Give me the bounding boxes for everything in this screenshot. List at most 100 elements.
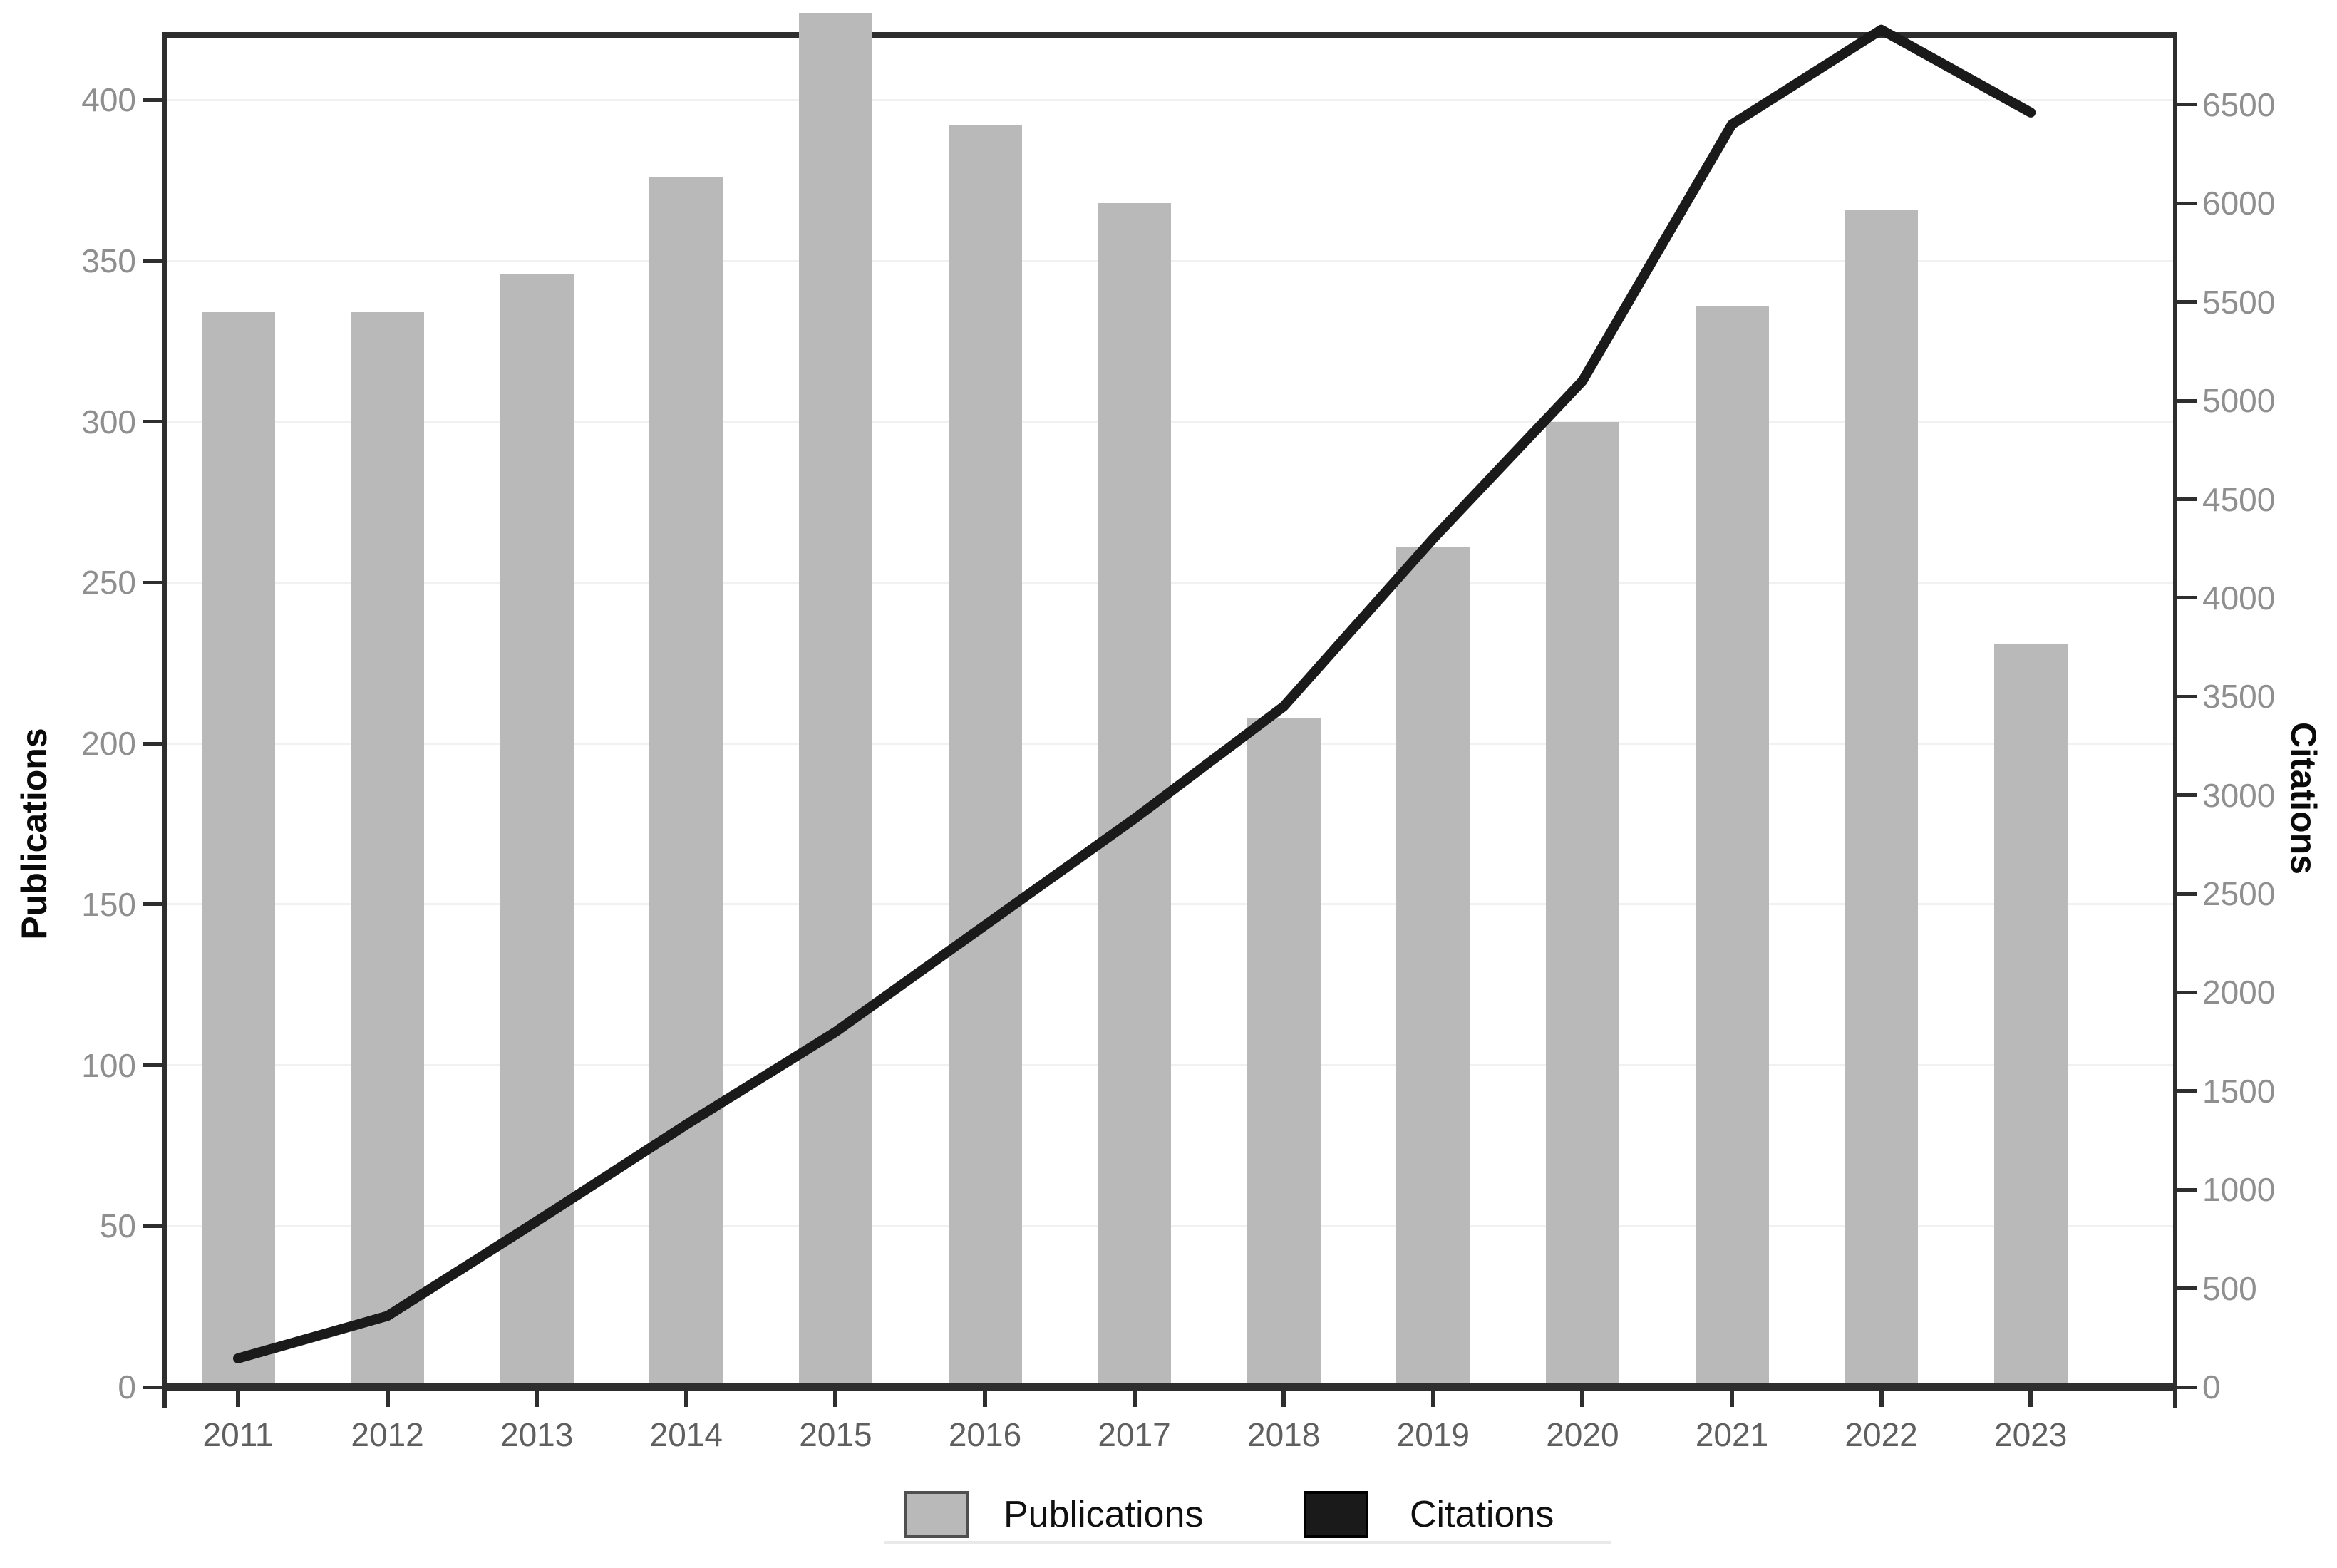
right-axis-tick — [2175, 497, 2197, 501]
x-axis-tick-label: 2017 — [1098, 1416, 1171, 1453]
right-axis-tick — [2175, 398, 2197, 403]
citations-swatch-icon — [1304, 1491, 1368, 1538]
right-axis-tick — [2175, 1385, 2197, 1389]
legend-divider — [884, 1541, 1611, 1544]
right-axis-tick — [2175, 201, 2197, 205]
left-axis-tick — [143, 259, 165, 263]
right-axis-tick-label: 4000 — [2202, 579, 2276, 617]
bar-2015 — [798, 13, 872, 1387]
x-axis-tick — [2028, 1387, 2033, 1407]
left-axis-tick-label: 100 — [81, 1046, 136, 1084]
right-axis-tick-label: 0 — [2202, 1368, 2221, 1405]
left-axis-tick — [143, 420, 165, 424]
left-axis-tick — [143, 1224, 165, 1228]
left-axis-line — [162, 32, 167, 1391]
x-axis-end-tick — [2173, 1387, 2177, 1408]
right-axis-tick — [2175, 892, 2197, 896]
right-axis-line — [2173, 32, 2177, 1391]
x-axis-tick — [1730, 1387, 1734, 1407]
right-axis-tick-label: 5000 — [2202, 382, 2276, 420]
x-axis-tick — [535, 1387, 540, 1407]
right-axis-tick-label: 1500 — [2202, 1072, 2276, 1110]
left-axis-tick-label: 250 — [81, 564, 136, 602]
left-axis-tick-label: 350 — [81, 242, 136, 279]
x-axis-tick-label: 2012 — [351, 1416, 424, 1453]
x-axis-end-tick — [162, 1387, 167, 1408]
x-axis-tick — [1430, 1387, 1435, 1407]
bar-2011 — [201, 312, 275, 1387]
left-axis-tick-label: 200 — [81, 725, 136, 763]
x-axis-tick — [983, 1387, 987, 1407]
bar-2014 — [649, 177, 723, 1387]
left-axis-tick-label: 400 — [81, 81, 136, 119]
x-axis-tick — [1580, 1387, 1585, 1407]
right-axis-tick-label: 6500 — [2202, 86, 2276, 123]
bar-2019 — [1396, 547, 1470, 1387]
right-axis-tick — [2175, 694, 2197, 698]
publications-swatch-icon — [904, 1491, 969, 1538]
left-axis-tick — [143, 580, 165, 584]
bar-2016 — [948, 125, 1022, 1387]
bar-2020 — [1545, 421, 1619, 1387]
right-axis-tick — [2175, 1286, 2197, 1291]
x-axis-tick — [683, 1387, 688, 1407]
x-axis-tick-label: 2013 — [500, 1416, 574, 1453]
x-axis-tick-label: 2021 — [1695, 1416, 1769, 1453]
left-axis-tick — [143, 1063, 165, 1068]
right-axis-tick-label: 5500 — [2202, 283, 2276, 321]
right-axis-tick-label: 4500 — [2202, 480, 2276, 518]
left-axis-tick — [143, 741, 165, 746]
right-axis-title: Citations — [2284, 722, 2323, 875]
x-axis-tick-label: 2022 — [1845, 1416, 1918, 1453]
left-axis-tick — [143, 902, 165, 907]
x-axis-tick-label: 2015 — [799, 1416, 872, 1453]
gridline — [165, 98, 2175, 101]
x-axis-tick-label: 2019 — [1396, 1416, 1470, 1453]
bar-2022 — [1845, 209, 1919, 1387]
right-axis-tick-label: 3500 — [2202, 678, 2276, 716]
plot-top-frame — [162, 32, 2177, 38]
right-axis-tick-label: 3000 — [2202, 776, 2276, 814]
left-axis-tick-label: 150 — [81, 885, 136, 923]
x-axis-tick-label: 2020 — [1546, 1416, 1619, 1453]
left-axis-tick — [143, 98, 165, 102]
left-axis-tick-label: 300 — [81, 403, 136, 440]
right-axis-tick — [2175, 300, 2197, 304]
right-axis-tick — [2175, 596, 2197, 600]
right-axis-tick — [2175, 990, 2197, 994]
x-axis-tick — [1281, 1387, 1286, 1407]
x-axis-tick-label: 2016 — [948, 1416, 1022, 1453]
x-axis-tick — [385, 1387, 390, 1407]
legend-label-publications: Publications — [1004, 1494, 1204, 1535]
x-axis-tick-label: 2014 — [649, 1416, 723, 1453]
x-axis-tick-label: 2018 — [1247, 1416, 1321, 1453]
citations-line — [233, 24, 2036, 1363]
right-axis-tick-label: 2000 — [2202, 974, 2276, 1011]
legend-label-citations: Citations — [1410, 1494, 1554, 1535]
bar-2021 — [1695, 306, 1769, 1387]
right-axis-tick-label: 2500 — [2202, 875, 2276, 912]
x-axis-line — [162, 1383, 2177, 1391]
left-axis-tick-label: 0 — [118, 1368, 136, 1405]
x-axis-tick — [833, 1387, 838, 1407]
right-axis-tick — [2175, 103, 2197, 107]
x-axis-tick — [1132, 1387, 1137, 1407]
left-axis-title: Publications — [14, 728, 54, 940]
x-axis-tick — [236, 1387, 240, 1407]
left-axis-tick — [143, 1385, 165, 1389]
bar-2012 — [351, 312, 425, 1387]
right-axis-tick-label: 6000 — [2202, 185, 2276, 222]
x-axis-tick — [1879, 1387, 1884, 1407]
right-axis-tick-label: 500 — [2202, 1269, 2257, 1307]
bar-2023 — [1993, 644, 2068, 1387]
x-axis-tick-label: 2011 — [202, 1416, 274, 1453]
x-axis-tick-label: 2023 — [1994, 1416, 2068, 1453]
right-axis-tick — [2175, 793, 2197, 798]
right-axis-tick — [2175, 1187, 2197, 1192]
right-axis-tick — [2175, 1089, 2197, 1093]
left-axis-tick-label: 50 — [99, 1207, 136, 1245]
right-axis-tick-label: 1000 — [2202, 1171, 2276, 1209]
bar-2018 — [1247, 718, 1321, 1387]
